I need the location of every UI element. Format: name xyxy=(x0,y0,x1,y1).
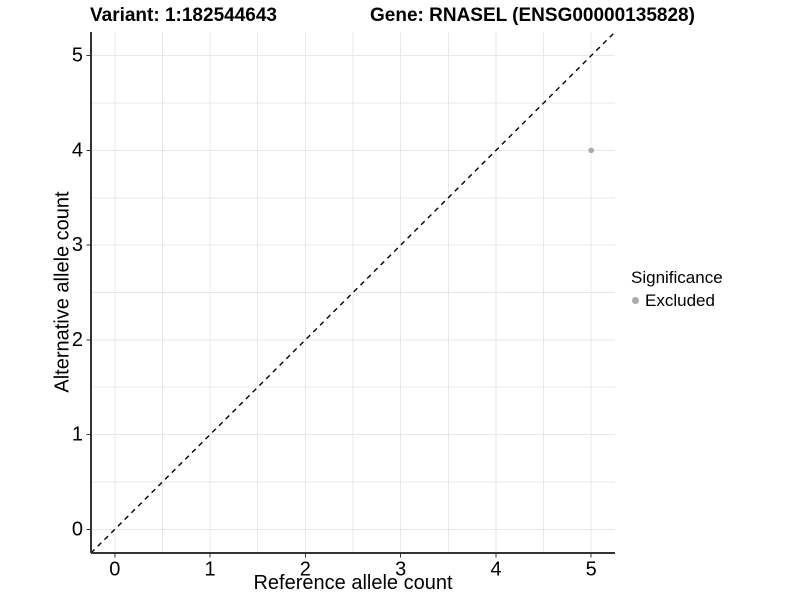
plot-title-gene: Gene: RNASEL (ENSG00000135828) xyxy=(370,5,695,26)
x-tick-label: 5 xyxy=(586,559,597,581)
legend-key-dot-icon xyxy=(632,297,639,304)
x-tick-label: 2 xyxy=(300,559,311,581)
legend-entry-label: Excluded xyxy=(645,291,715,310)
y-tick-label: 0 xyxy=(72,518,83,540)
x-tick-label: 3 xyxy=(395,559,406,581)
x-axis-title: Reference allele count xyxy=(253,572,453,594)
tick-marks xyxy=(86,55,592,558)
plot-title-variant: Variant: 1:182544643 xyxy=(90,5,277,26)
tick-labels: 0 1 2 3 4 5 0 1 2 3 4 5 xyxy=(72,45,597,581)
y-tick-label: 4 xyxy=(72,139,83,161)
y-axis-title: Alternative allele count xyxy=(51,191,74,393)
legend: Significance Excluded xyxy=(631,268,723,310)
y-tick-label: 2 xyxy=(72,329,83,351)
legend-entries: Excluded xyxy=(631,291,723,310)
axis-lines xyxy=(90,32,615,554)
y-tick-label: 1 xyxy=(72,424,83,446)
y-tick-label: 5 xyxy=(72,45,83,67)
legend-entry: Excluded xyxy=(631,291,723,310)
legend-title: Significance xyxy=(631,268,723,287)
series-excluded xyxy=(588,147,594,154)
x-tick-label: 0 xyxy=(109,559,120,581)
y-tick-label: 3 xyxy=(72,234,83,256)
gridlines xyxy=(91,32,615,553)
data-point xyxy=(588,147,594,154)
x-tick-label: 4 xyxy=(490,559,501,581)
x-tick-label: 1 xyxy=(205,559,216,581)
